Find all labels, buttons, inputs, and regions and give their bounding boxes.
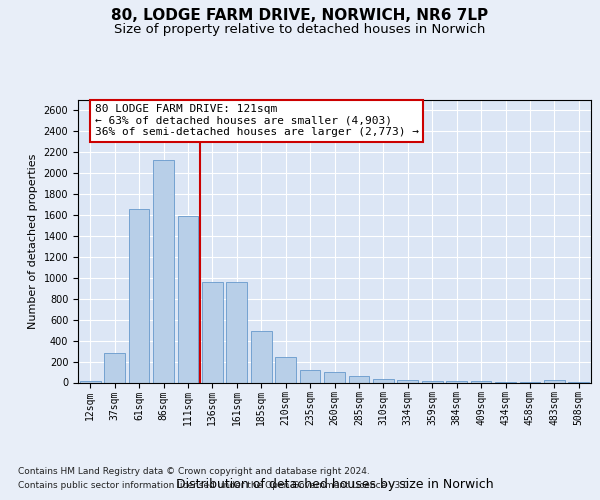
Bar [226, 282, 247, 382]
Bar [153, 160, 174, 382]
Bar [128, 209, 149, 382]
Bar [422, 381, 443, 382]
Bar [202, 282, 223, 382]
Bar [446, 381, 467, 382]
Text: Contains public sector information licensed under the Open Government Licence v3: Contains public sector information licen… [18, 481, 412, 490]
Bar [349, 376, 370, 382]
Bar [397, 380, 418, 382]
Bar [104, 353, 125, 382]
Text: 80 LODGE FARM DRIVE: 121sqm
← 63% of detached houses are smaller (4,903)
36% of : 80 LODGE FARM DRIVE: 121sqm ← 63% of det… [95, 104, 419, 138]
Text: Contains HM Land Registry data © Crown copyright and database right 2024.: Contains HM Land Registry data © Crown c… [18, 467, 370, 476]
Bar [373, 379, 394, 382]
Bar [251, 331, 272, 382]
X-axis label: Distribution of detached houses by size in Norwich: Distribution of detached houses by size … [176, 478, 493, 491]
Bar [178, 216, 199, 382]
Bar [544, 380, 565, 382]
Text: Size of property relative to detached houses in Norwich: Size of property relative to detached ho… [115, 22, 485, 36]
Bar [275, 358, 296, 382]
Bar [299, 370, 320, 382]
Text: 80, LODGE FARM DRIVE, NORWICH, NR6 7LP: 80, LODGE FARM DRIVE, NORWICH, NR6 7LP [112, 8, 488, 22]
Y-axis label: Number of detached properties: Number of detached properties [28, 154, 38, 329]
Bar [324, 372, 345, 382]
